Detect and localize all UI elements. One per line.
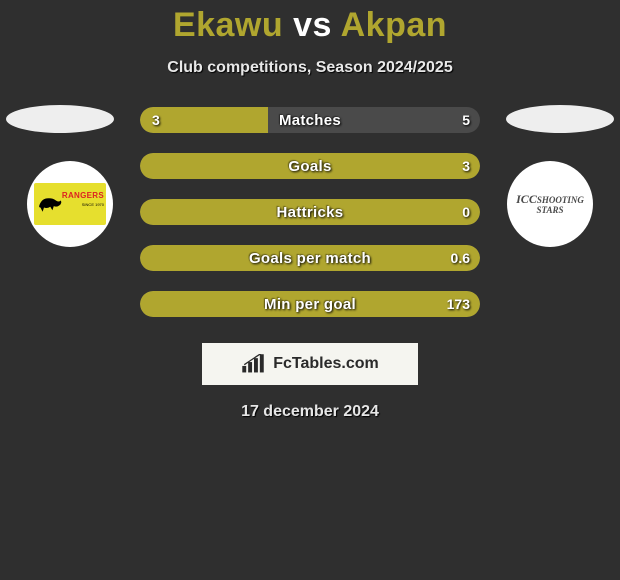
bar-label: Min per goal [140,296,480,313]
stat-row-hattricks: Hattricks0 [140,199,480,225]
left-club-badge: RANGERS SINCE 1970 [27,161,113,247]
subtitle: Club competitions, Season 2024/2025 [0,59,620,77]
rangers-name: RANGERS [62,191,104,200]
bars-icon [241,354,267,374]
title-player1: Ekawu [173,6,283,44]
stat-bars: 3Matches5Goals3Hattricks0Goals per match… [140,105,480,317]
bar-label: Goals [140,158,480,175]
right-oval-shadow [506,105,614,133]
title-vs: vs [293,6,332,44]
stat-row-min-per-goal: Min per goal173 [140,291,480,317]
stat-row-goals: Goals3 [140,153,480,179]
logo-text: FcTables.com [273,355,379,373]
rangers-sub: SINCE 1970 [82,202,104,207]
stat-row-matches: 3Matches5 [140,107,480,133]
comparison-stage: RANGERS SINCE 1970 ICCSHOOTING STARS 3Ma… [0,105,620,317]
bar-value-right: 173 [447,296,470,312]
bar-label: Matches [140,112,480,129]
icc-label: ICCSHOOTING STARS [507,193,593,215]
left-oval-shadow [6,105,114,133]
icc-line2: SHOOTING STARS [536,195,583,215]
bar-label: Goals per match [140,250,480,267]
rangers-card: RANGERS SINCE 1970 [34,183,106,225]
date-line: 17 december 2024 [0,403,620,421]
title-player2: Akpan [341,6,447,44]
bar-label: Hattricks [140,204,480,221]
bar-value-right: 5 [462,112,470,128]
bar-value-right: 3 [462,158,470,174]
bar-value-right: 0.6 [451,250,470,266]
panther-icon [37,193,65,215]
right-club-badge: ICCSHOOTING STARS [507,161,593,247]
page-title: Ekawu vs Akpan [0,0,620,45]
fctables-logo[interactable]: FcTables.com [202,343,418,385]
bar-value-right: 0 [462,204,470,220]
stat-row-goals-per-match: Goals per match0.6 [140,245,480,271]
icc-line1: ICC [516,192,537,206]
